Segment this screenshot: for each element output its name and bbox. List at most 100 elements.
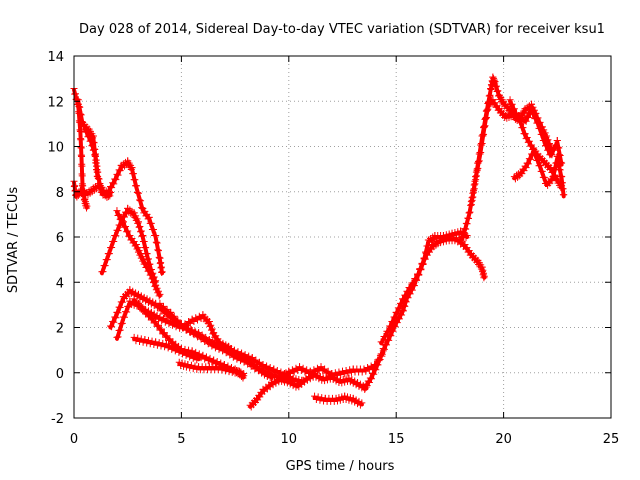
plus-marker	[138, 253, 146, 261]
data-series	[70, 73, 568, 411]
plus-marker	[91, 152, 99, 160]
plus-marker	[154, 287, 162, 295]
plus-marker	[152, 238, 160, 246]
plus-marker	[230, 366, 238, 374]
plus-marker	[556, 166, 564, 174]
plus-marker	[252, 356, 260, 364]
plus-marker	[370, 370, 378, 378]
plus-marker	[148, 337, 156, 345]
plus-marker	[533, 119, 541, 127]
plus-marker	[266, 363, 274, 371]
plus-marker	[139, 304, 147, 312]
plus-marker	[417, 265, 425, 273]
plus-marker	[379, 338, 387, 346]
plus-marker	[134, 302, 142, 310]
plus-marker	[541, 142, 549, 150]
plus-marker	[481, 122, 489, 130]
plus-marker	[355, 397, 363, 405]
plus-marker	[291, 379, 299, 387]
plus-marker	[466, 208, 474, 216]
plus-marker	[173, 345, 181, 353]
plus-marker	[185, 324, 193, 332]
plus-marker	[358, 399, 366, 407]
plus-marker	[344, 369, 352, 377]
plus-marker	[208, 325, 216, 333]
plus-marker	[192, 348, 200, 356]
plus-marker	[75, 103, 83, 111]
plus-marker	[190, 317, 198, 325]
axis-ticks: 0 5 10 15 20 25 -2 0 2 4 6 8 10 12 14	[47, 50, 619, 447]
plus-marker	[156, 299, 164, 307]
plus-marker	[314, 393, 322, 401]
plus-marker	[543, 141, 551, 149]
plus-marker	[333, 371, 341, 379]
plus-marker	[185, 346, 193, 354]
plus-marker	[553, 136, 561, 144]
plus-marker	[195, 331, 203, 339]
plus-marker	[365, 379, 373, 387]
plus-marker	[493, 87, 501, 95]
plus-marker	[485, 92, 493, 100]
plus-marker	[150, 319, 158, 327]
plus-marker	[130, 209, 138, 217]
plus-marker	[78, 118, 86, 126]
y-axis-label: SDTVAR / TECUs	[6, 187, 21, 294]
plus-marker	[128, 164, 136, 172]
plus-marker	[462, 225, 470, 233]
plus-marker	[187, 361, 195, 369]
plus-marker	[281, 373, 289, 381]
plus-marker	[287, 369, 295, 377]
plus-marker	[105, 250, 113, 258]
plus-marker	[113, 170, 121, 178]
plus-marker	[460, 230, 468, 238]
plus-marker	[220, 345, 228, 353]
plus-marker	[188, 327, 196, 335]
plus-marker	[387, 332, 395, 340]
plus-marker	[249, 360, 257, 368]
plus-marker	[393, 309, 401, 317]
plus-marker	[313, 371, 321, 379]
plus-marker	[530, 109, 538, 117]
plus-marker	[437, 239, 445, 247]
plus-marker	[237, 369, 245, 377]
plus-marker	[238, 370, 246, 378]
plus-marker	[108, 323, 116, 331]
plus-marker	[317, 363, 325, 371]
plus-marker	[312, 368, 320, 376]
plus-marker	[116, 304, 124, 312]
plus-marker	[132, 289, 140, 297]
plus-marker	[235, 353, 243, 361]
plus-marker	[216, 338, 224, 346]
plus-marker	[405, 284, 413, 292]
plus-marker	[424, 242, 432, 250]
plus-marker	[528, 105, 536, 113]
plus-marker	[124, 227, 132, 235]
plus-marker	[213, 342, 221, 350]
plus-marker	[345, 374, 353, 382]
plus-marker	[153, 311, 161, 319]
plus-marker	[379, 345, 387, 353]
plus-marker	[91, 146, 99, 154]
plus-marker	[110, 238, 118, 246]
plus-marker	[538, 130, 546, 138]
plus-marker	[470, 181, 478, 189]
plus-marker	[240, 372, 248, 380]
plus-marker	[231, 351, 239, 359]
plus-marker	[233, 366, 241, 374]
plus-marker	[141, 259, 149, 267]
plus-marker	[114, 309, 122, 317]
plus-marker	[394, 304, 402, 312]
plus-marker	[378, 350, 386, 358]
plus-marker	[472, 172, 480, 180]
plus-marker	[483, 106, 491, 114]
plus-marker	[475, 157, 483, 165]
plus-marker	[112, 176, 120, 184]
plus-marker	[175, 358, 183, 366]
plus-marker	[522, 117, 530, 125]
plus-marker	[482, 115, 490, 123]
plus-marker	[120, 313, 128, 321]
plus-marker	[532, 114, 540, 122]
plus-marker	[110, 180, 118, 188]
plus-marker	[142, 305, 150, 313]
